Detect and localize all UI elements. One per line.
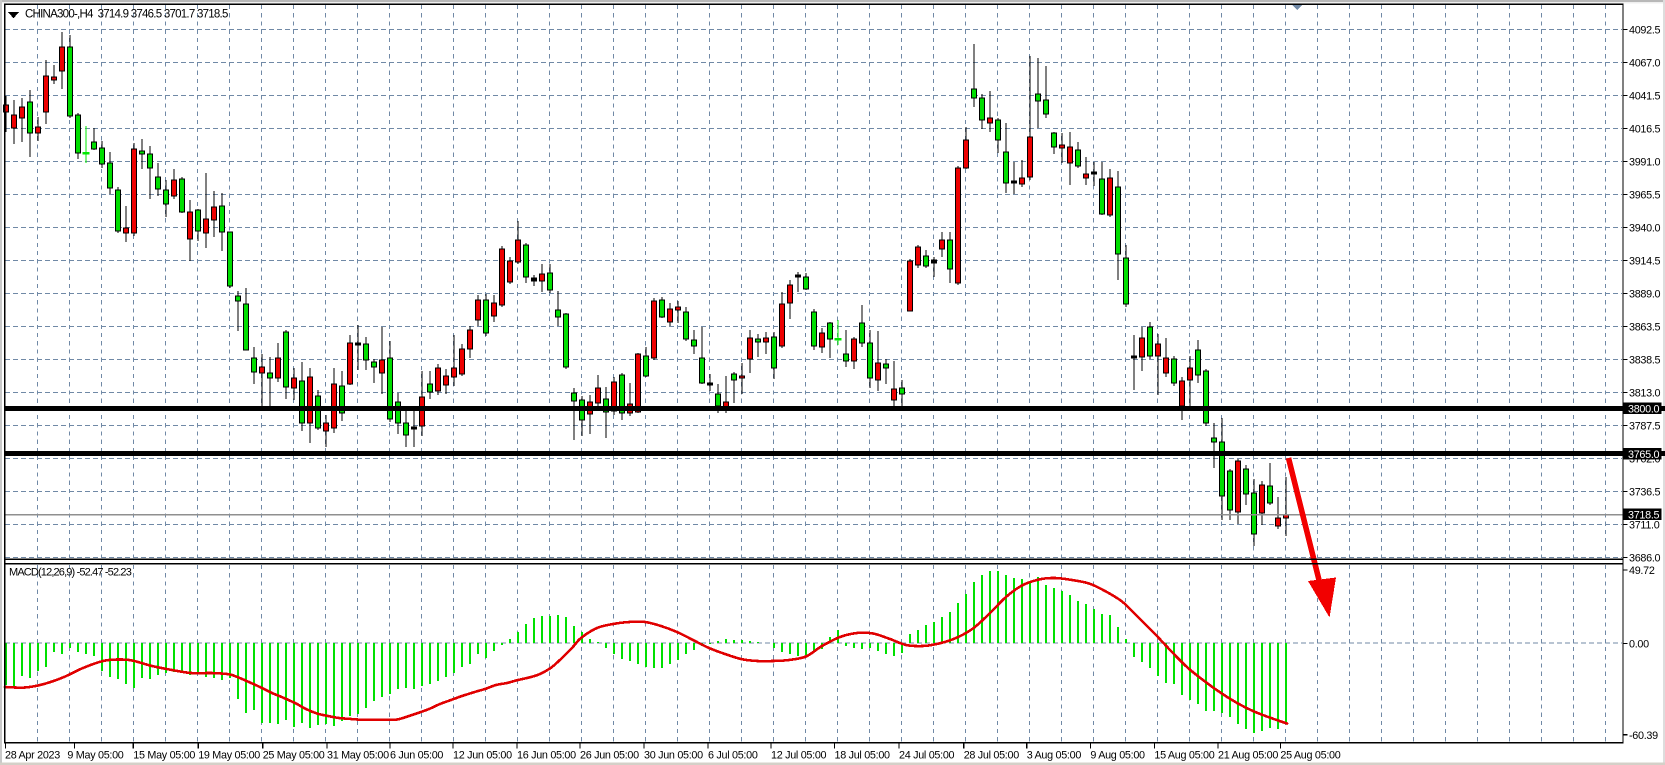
svg-text:4041.5: 4041.5 <box>1629 91 1661 103</box>
svg-text:3787.5: 3787.5 <box>1629 421 1661 433</box>
svg-text:0.00: 0.00 <box>1629 638 1649 650</box>
svg-text:9 Aug 05:00: 9 Aug 05:00 <box>1090 750 1145 762</box>
svg-text:6 Jun 05:00: 6 Jun 05:00 <box>390 750 443 762</box>
svg-text:3991.0: 3991.0 <box>1629 157 1661 169</box>
svg-text:19 May 05:00: 19 May 05:00 <box>198 750 260 762</box>
svg-text:28 Jul 05:00: 28 Jul 05:00 <box>964 750 1020 762</box>
svg-text:24 Jul 05:00: 24 Jul 05:00 <box>899 750 955 762</box>
svg-text:3718.5: 3718.5 <box>1628 510 1660 522</box>
svg-text:16 Jun 05:00: 16 Jun 05:00 <box>517 750 576 762</box>
svg-text:3838.5: 3838.5 <box>1629 355 1661 367</box>
svg-text:3711.0: 3711.0 <box>1629 520 1660 532</box>
svg-text:3 Aug 05:00: 3 Aug 05:00 <box>1027 750 1082 762</box>
svg-text:15 May 05:00: 15 May 05:00 <box>133 750 195 762</box>
svg-text:21 Aug 05:00: 21 Aug 05:00 <box>1218 750 1278 762</box>
svg-text:-60.39: -60.39 <box>1629 730 1658 742</box>
svg-text:3863.5: 3863.5 <box>1629 322 1661 334</box>
svg-text:49.72: 49.72 <box>1629 565 1655 577</box>
svg-text:CHINA300-,H4 3714.9 3746.5 37: CHINA300-,H4 3714.9 3746.5 3701.7 3718.5 <box>25 9 228 21</box>
svg-text:4067.0: 4067.0 <box>1629 58 1661 70</box>
svg-text:30 Jun 05:00: 30 Jun 05:00 <box>644 750 703 762</box>
svg-text:4092.5: 4092.5 <box>1629 25 1661 37</box>
svg-text:MACD(12,26,9) -52.47 -52.23: MACD(12,26,9) -52.47 -52.23 <box>9 567 132 579</box>
svg-text:12 Jul 05:00: 12 Jul 05:00 <box>771 750 827 762</box>
svg-text:3914.5: 3914.5 <box>1629 256 1661 268</box>
svg-text:31 May 05:00: 31 May 05:00 <box>327 750 389 762</box>
svg-text:9 May 05:00: 9 May 05:00 <box>67 750 123 762</box>
svg-text:3940.0: 3940.0 <box>1629 223 1661 235</box>
svg-text:3736.5: 3736.5 <box>1629 487 1661 499</box>
svg-text:4016.5: 4016.5 <box>1629 124 1661 136</box>
svg-text:3813.0: 3813.0 <box>1629 388 1661 400</box>
svg-text:15 Aug 05:00: 15 Aug 05:00 <box>1154 750 1214 762</box>
svg-text:26 Jun 05:00: 26 Jun 05:00 <box>580 750 639 762</box>
svg-text:3765.0: 3765.0 <box>1628 449 1660 461</box>
svg-text:3889.0: 3889.0 <box>1629 289 1661 301</box>
svg-text:3686.0: 3686.0 <box>1629 553 1661 565</box>
svg-text:6 Jul 05:00: 6 Jul 05:00 <box>708 750 758 762</box>
svg-text:25 May 05:00: 25 May 05:00 <box>263 750 325 762</box>
svg-text:28 Apr 2023: 28 Apr 2023 <box>5 750 60 762</box>
svg-text:3965.5: 3965.5 <box>1629 190 1661 202</box>
svg-text:3800.0: 3800.0 <box>1628 404 1660 416</box>
svg-text:25 Aug 05:00: 25 Aug 05:00 <box>1280 750 1340 762</box>
svg-text:12 Jun 05:00: 12 Jun 05:00 <box>453 750 512 762</box>
svg-text:18 Jul 05:00: 18 Jul 05:00 <box>835 750 891 762</box>
